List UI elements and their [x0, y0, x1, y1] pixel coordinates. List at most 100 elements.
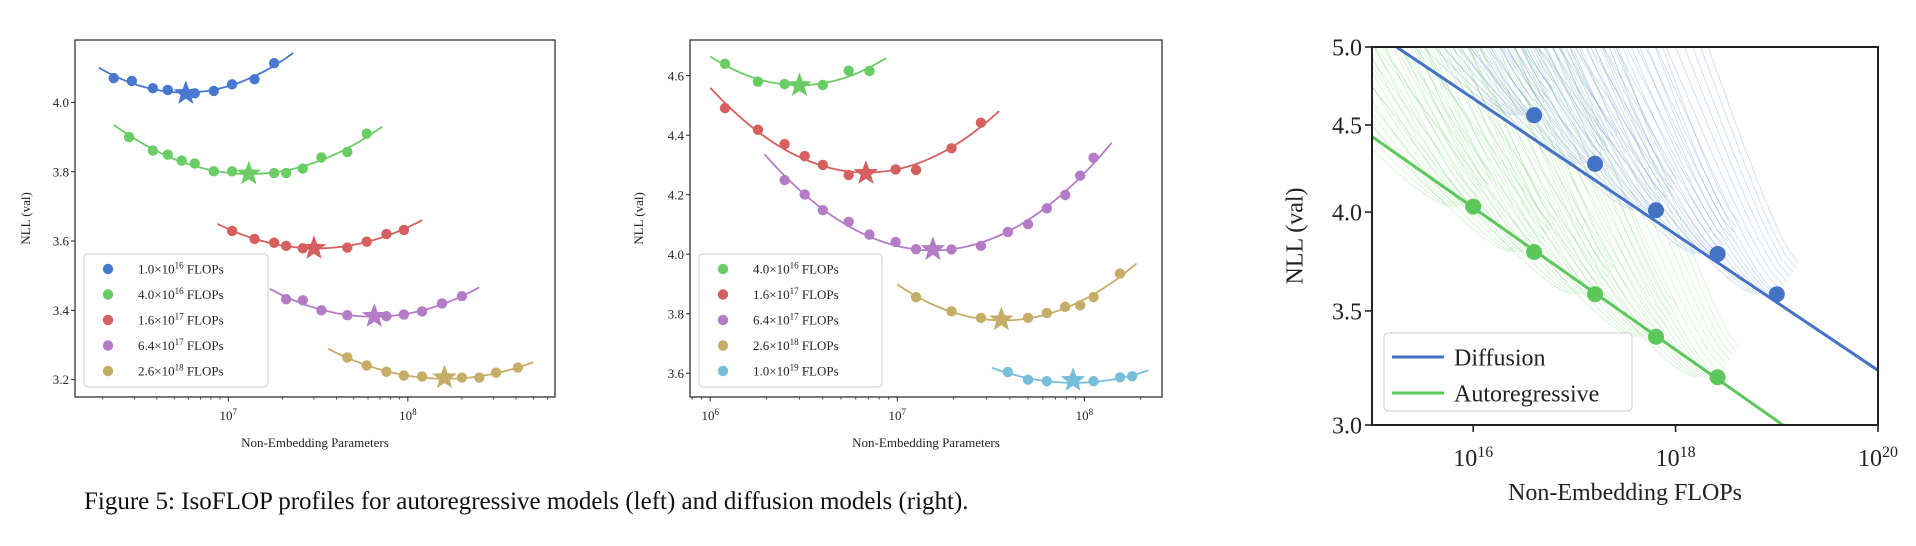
data-point: [864, 65, 875, 77]
training-curve: [1537, 47, 1701, 255]
training-curve: [1499, 47, 1542, 107]
legend-label-1: 4.0×1016 FLOPs: [753, 261, 839, 277]
training-curve: [1443, 47, 1518, 116]
legend-box: [1383, 332, 1633, 412]
data-point: [1041, 203, 1053, 214]
training-curve: [1431, 47, 1495, 177]
data-point: [226, 166, 238, 177]
legend-label-2: Autoregressive: [1454, 381, 1599, 407]
training-curve: [1412, 47, 1584, 295]
axes-frame: [689, 39, 1163, 398]
training-curve: [1489, 47, 1585, 165]
training-curve: [1374, 47, 1632, 338]
training-curve: [1569, 47, 1678, 307]
optimum-star: [236, 160, 262, 185]
data-point: [342, 146, 353, 158]
data-point: [249, 233, 260, 245]
training-curve: [1545, 47, 1718, 378]
data-point: [1074, 170, 1086, 181]
legend-label-1: 1.0×1016 FLOPs: [138, 261, 224, 277]
training-curve: [1590, 47, 1731, 360]
x-tick-label: 108: [1076, 407, 1094, 423]
series-1: [709, 55, 887, 96]
legend-box: [83, 253, 269, 388]
training-curve: [1543, 47, 1652, 211]
optimum-star: [989, 306, 1014, 331]
training-curve: [1498, 47, 1588, 165]
data-point: [1526, 107, 1543, 124]
series-3: [763, 142, 1113, 260]
data-point: [843, 65, 854, 76]
optimum-star: [361, 303, 387, 327]
fit-curve: [327, 348, 534, 380]
data-point: [719, 58, 731, 69]
training-curve: [1433, 47, 1515, 116]
chart-frontier: 3.0 3.5 4.0 4.5 5.0 1016 1018 1020 Non-Embedding…: [1283, 35, 1899, 506]
training-curve: [1514, 47, 1614, 269]
training-curve: [1372, 71, 1468, 207]
training-curve: [1393, 47, 1480, 199]
training-curve: [1401, 47, 1483, 194]
data-point: [108, 72, 119, 84]
data-point: [1022, 218, 1034, 230]
data-point: [1002, 226, 1014, 238]
data-point: [799, 189, 810, 200]
series-1: [98, 52, 294, 104]
training-curve: [1372, 124, 1510, 253]
data-point: [280, 294, 292, 305]
training-curve: [1436, 47, 1642, 338]
legend-marker-4: [717, 340, 729, 351]
data-point: [226, 225, 238, 237]
training-curve: [1635, 47, 1776, 295]
data-point: [398, 309, 410, 320]
y-tick-label: 3.8: [668, 306, 684, 321]
training-curve: [1639, 47, 1732, 237]
training-curve: [1662, 47, 1741, 224]
data-point: [268, 58, 280, 69]
training-curve: [1414, 47, 1694, 378]
y-tick-label: 4.4: [668, 128, 685, 143]
training-curve: [1456, 47, 1575, 165]
data-point: [910, 291, 922, 303]
data-point: [123, 131, 135, 143]
data-point: [1088, 291, 1099, 303]
legend-label-4: 2.6×1018 FLOPs: [753, 337, 839, 353]
training-curve: [1522, 47, 1617, 265]
training-curve: [1466, 47, 1648, 338]
training-curve: [1586, 47, 1667, 198]
data-point: [779, 138, 790, 150]
data-point: [1060, 301, 1071, 313]
legend: 4.0×1016 FLOPs 1.6×1017 FLOPs 6.4×1017 FLO…: [698, 253, 883, 388]
data-point: [1647, 328, 1664, 345]
data-point: [946, 306, 957, 317]
training-curve: [1372, 47, 1523, 253]
training-curve: [1395, 47, 1529, 253]
data-point: [1041, 307, 1053, 319]
data-point: [490, 367, 502, 378]
training-curve: [1417, 47, 1489, 185]
legend-marker-2: [717, 289, 729, 300]
legend-label-2: 1.6×1017 FLOPs: [753, 286, 839, 302]
training-curve: [1372, 125, 1456, 207]
training-curve: [1414, 47, 1535, 253]
training-curve: [1612, 47, 1722, 250]
data-point: [416, 371, 428, 382]
training-curve: [1534, 47, 1715, 378]
training-curve: [1574, 47, 1710, 255]
frontier-line: [1395, 47, 1878, 372]
legend-marker-4: [102, 340, 114, 351]
training-curve: [1529, 47, 1600, 160]
legend-label-3: 1.6×1017 FLOPs: [138, 312, 224, 328]
training-curve: [1372, 137, 1453, 207]
data-point: [1074, 300, 1086, 311]
training-curve: [1647, 47, 1735, 233]
series-2: [113, 124, 383, 185]
data-point: [946, 244, 957, 255]
data-point: [1126, 370, 1138, 382]
training-curve: [1622, 47, 1725, 246]
data-point: [342, 352, 353, 363]
legend-label-3: 6.4×1017 FLOPs: [753, 312, 839, 328]
figure-caption: Figure 5: IsoFLOP profiles for autoregre…: [84, 488, 969, 515]
training-curve: [1552, 47, 1672, 316]
data-point: [1709, 245, 1726, 262]
